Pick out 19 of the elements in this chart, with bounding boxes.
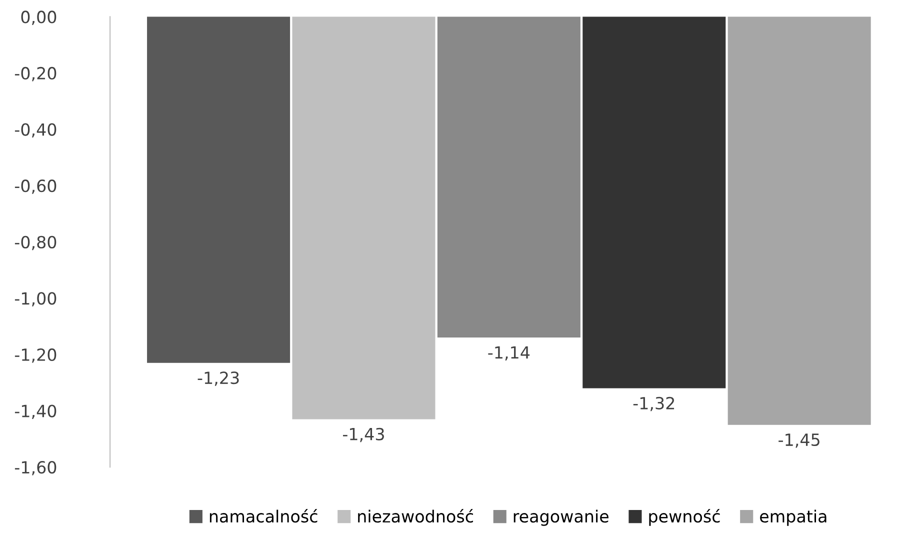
y-tick-label: -1,40	[14, 404, 56, 420]
y-tick-label: -1,20	[14, 348, 56, 363]
y-tick-label: -0,20	[14, 66, 56, 82]
data-label: -1,43	[342, 428, 384, 442]
data-label: -1,45	[778, 434, 820, 448]
data-label: -1,14	[488, 346, 530, 360]
y-tick-label: 0,00	[21, 10, 56, 25]
legend-label: niezawodność	[358, 509, 473, 523]
y-tick-label: -1,60	[14, 461, 56, 476]
legend-label: empatia	[760, 510, 826, 526]
y-tick-label: -0,40	[14, 123, 56, 138]
legend-label: reagowanie	[514, 510, 608, 526]
y-tick-label: -0,80	[14, 236, 56, 250]
y-tick-label: -1,00	[14, 292, 56, 306]
legend-label: pewność	[649, 509, 720, 526]
legend-label: namacalność	[210, 509, 318, 523]
y-tick-label: -0,60	[14, 180, 56, 194]
data-label: -1,23	[198, 372, 239, 386]
data-label: -1,32	[633, 396, 674, 412]
